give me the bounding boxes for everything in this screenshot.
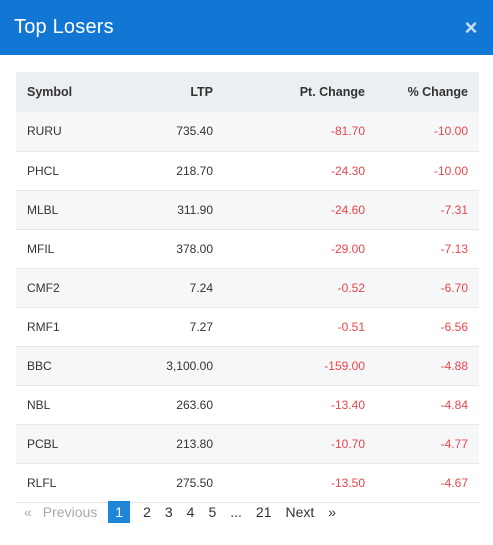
cell-ltp: 263.60 (176, 397, 213, 412)
cell-symbol: CMF2 (27, 280, 60, 295)
cell-symbol: RMF1 (27, 319, 60, 334)
cell-ltp: 7.27 (189, 319, 213, 334)
cell-pt-change: -13.50 (330, 475, 365, 490)
cell-pt-change: -10.70 (330, 436, 365, 451)
page-link-5[interactable]: 5 (208, 504, 217, 520)
table-row: PHCL 218.70 -24.30 -10.00 (16, 151, 479, 190)
modal-header: Top Losers × (0, 0, 493, 55)
cell-pt-change: -13.40 (330, 397, 365, 412)
cell-pt-change: -24.60 (330, 202, 365, 217)
cell-pct-change: -7.13 (440, 241, 468, 256)
cell-symbol: PHCL (27, 163, 60, 178)
cell-pct-change: -6.56 (440, 319, 468, 334)
cell-ltp: 378.00 (176, 241, 213, 256)
modal-title: Top Losers (14, 16, 114, 38)
cell-ltp: 218.70 (176, 163, 213, 178)
cell-ltp: 7.24 (189, 280, 213, 295)
cell-pct-change: -4.67 (440, 475, 468, 490)
cell-symbol: MFIL (27, 241, 55, 256)
page-link-1[interactable]: 1 (108, 501, 131, 523)
next-page-link[interactable]: Next (285, 504, 315, 520)
page-link-4[interactable]: 4 (186, 504, 195, 520)
page-link-2[interactable]: 2 (143, 504, 151, 520)
close-icon[interactable]: × (464, 14, 478, 40)
cell-pct-change: -6.70 (440, 280, 468, 295)
losers-table-container: Symbol LTP Pt. Change % Change RURU 735.… (16, 72, 479, 503)
cell-pt-change: -24.30 (330, 163, 365, 178)
cell-symbol: PCBL (27, 436, 59, 451)
losers-table: Symbol LTP Pt. Change % Change RURU 735.… (16, 72, 479, 503)
cell-pct-change: -10.00 (433, 163, 468, 178)
cell-symbol: MLBL (27, 202, 59, 217)
table-row: NBL 263.60 -13.40 -4.84 (16, 385, 479, 424)
cell-pt-change: -0.52 (337, 280, 365, 295)
table-row: MFIL 378.00 -29.00 -7.13 (16, 229, 479, 268)
table-header: Symbol LTP Pt. Change % Change (16, 72, 479, 112)
table-row: RMF1 7.27 -0.51 -6.56 (16, 307, 479, 346)
cell-pct-change: -4.88 (440, 358, 468, 373)
cell-pt-change: -81.70 (330, 124, 365, 139)
cell-pct-change: -7.31 (440, 202, 468, 217)
table-body: RURU 735.40 -81.70 -10.00 PHCL 218.70 -2… (16, 112, 479, 502)
cell-symbol: RURU (27, 124, 62, 139)
cell-symbol: RLFL (27, 475, 57, 490)
table-row: RLFL 275.50 -13.50 -4.67 (16, 463, 479, 502)
column-header-ltp[interactable]: LTP (190, 85, 213, 99)
page-link-3[interactable]: 3 (164, 504, 173, 520)
cell-pct-change: -4.77 (440, 436, 468, 451)
cell-ltp: 311.90 (177, 202, 213, 217)
cell-pt-change: -0.51 (337, 319, 365, 334)
page-link-21[interactable]: 21 (255, 504, 272, 520)
column-header-symbol[interactable]: Symbol (27, 85, 73, 99)
table-row: MLBL 311.90 -24.60 -7.31 (16, 190, 479, 229)
next-arrow-icon[interactable]: » (328, 504, 337, 520)
cell-ltp: 275.50 (176, 475, 213, 490)
cell-symbol: NBL (27, 397, 51, 412)
pagination: « Previous 1 2 3 4 5 ... 21 Next » (16, 500, 343, 524)
table-row: PCBL 213.80 -10.70 -4.77 (16, 424, 479, 463)
cell-ltp: 213.80 (176, 436, 213, 451)
table-row: BBC 3,100.00 -159.00 -4.88 (16, 346, 479, 385)
header-row: Symbol LTP Pt. Change % Change (16, 72, 479, 112)
cell-ltp: 735.40 (176, 124, 213, 139)
cell-pct-change: -4.84 (440, 397, 468, 412)
cell-symbol: BBC (27, 358, 52, 373)
column-header-pct-change[interactable]: % Change (407, 85, 468, 99)
page-ellipsis: ... (230, 504, 242, 520)
table-row: RURU 735.40 -81.70 -10.00 (16, 112, 479, 151)
cell-ltp: 3,100.00 (166, 358, 213, 373)
prev-arrow-icon[interactable]: « (24, 504, 32, 520)
cell-pct-change: -10.00 (433, 124, 468, 139)
column-header-pt-change[interactable]: Pt. Change (299, 85, 365, 99)
previous-page-link[interactable]: Previous (42, 504, 98, 520)
cell-pt-change: -159.00 (324, 358, 365, 373)
table-row: CMF2 7.24 -0.52 -6.70 (16, 268, 479, 307)
cell-pt-change: -29.00 (330, 241, 365, 256)
